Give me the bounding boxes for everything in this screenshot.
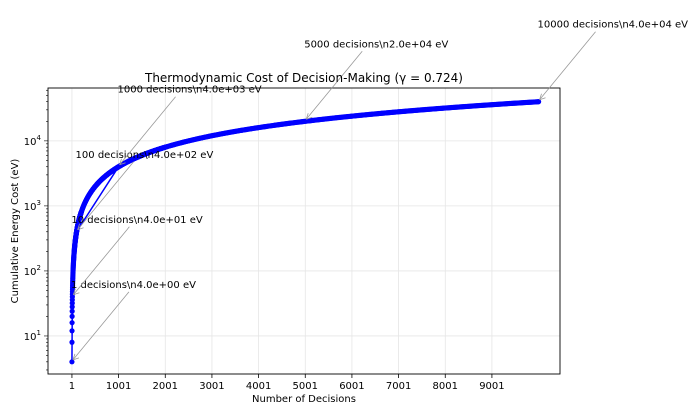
x-tick-label: 1 bbox=[69, 381, 75, 392]
annotation-arrow bbox=[119, 96, 176, 165]
annotation-arrowhead bbox=[72, 353, 80, 361]
annotation-arrow bbox=[73, 226, 130, 296]
annotation-arrowhead bbox=[119, 158, 126, 166]
x-tick-label: 6001 bbox=[339, 381, 364, 392]
data-point bbox=[69, 304, 75, 310]
data-point bbox=[69, 328, 75, 334]
annotation-arrow bbox=[77, 161, 134, 231]
y-tick-label: 103 bbox=[24, 199, 41, 213]
y-tick-label: 104 bbox=[24, 134, 42, 148]
annotation-label: 10 decisions\n4.0e+01 eV bbox=[71, 215, 203, 226]
x-tick-label: 2001 bbox=[153, 381, 178, 392]
annotation-arrow bbox=[72, 291, 130, 361]
data-point bbox=[69, 308, 75, 314]
x-tick-label: 3001 bbox=[199, 381, 224, 392]
x-tick-label: 7001 bbox=[386, 381, 411, 392]
annotation-label: 1 decisions\n4.0e+00 eV bbox=[71, 280, 196, 291]
x-tick-label: 5001 bbox=[293, 381, 318, 392]
data-point bbox=[535, 99, 542, 105]
x-tick-label: 9001 bbox=[479, 381, 504, 392]
annotation-arrow bbox=[305, 51, 363, 120]
annotation-label: 10000 decisions\n4.0e+04 eV bbox=[538, 20, 689, 31]
y-axis-label: Cumulative Energy Cost (eV) bbox=[10, 159, 21, 304]
data-point bbox=[69, 313, 75, 319]
annotation-arrowhead bbox=[305, 113, 313, 120]
annotation-arrowhead bbox=[77, 223, 84, 231]
chart-title: Thermodynamic Cost of Decision-Making (γ… bbox=[144, 71, 463, 85]
data-point bbox=[69, 359, 75, 365]
x-axis-label: Number of Decisions bbox=[252, 394, 356, 405]
data-point bbox=[69, 339, 75, 345]
plot-frame bbox=[47, 87, 561, 375]
annotation-label: 1000 decisions\n4.0e+03 eV bbox=[118, 85, 262, 96]
y-tick-label: 101 bbox=[24, 329, 41, 343]
x-tick-label: 4001 bbox=[246, 381, 271, 392]
annotation-arrowhead bbox=[539, 93, 546, 101]
y-tick-label: 102 bbox=[24, 264, 41, 278]
x-tick-label: 1001 bbox=[106, 381, 131, 392]
data-point bbox=[69, 320, 75, 326]
annotation-arrow bbox=[539, 31, 596, 100]
annotation-label: 5000 decisions\n2.0e+04 eV bbox=[304, 39, 448, 50]
annotation-label: 100 decisions\n4.0e+02 eV bbox=[76, 150, 214, 161]
annotation-arrowhead bbox=[72, 288, 80, 296]
x-tick-label: 8001 bbox=[433, 381, 458, 392]
